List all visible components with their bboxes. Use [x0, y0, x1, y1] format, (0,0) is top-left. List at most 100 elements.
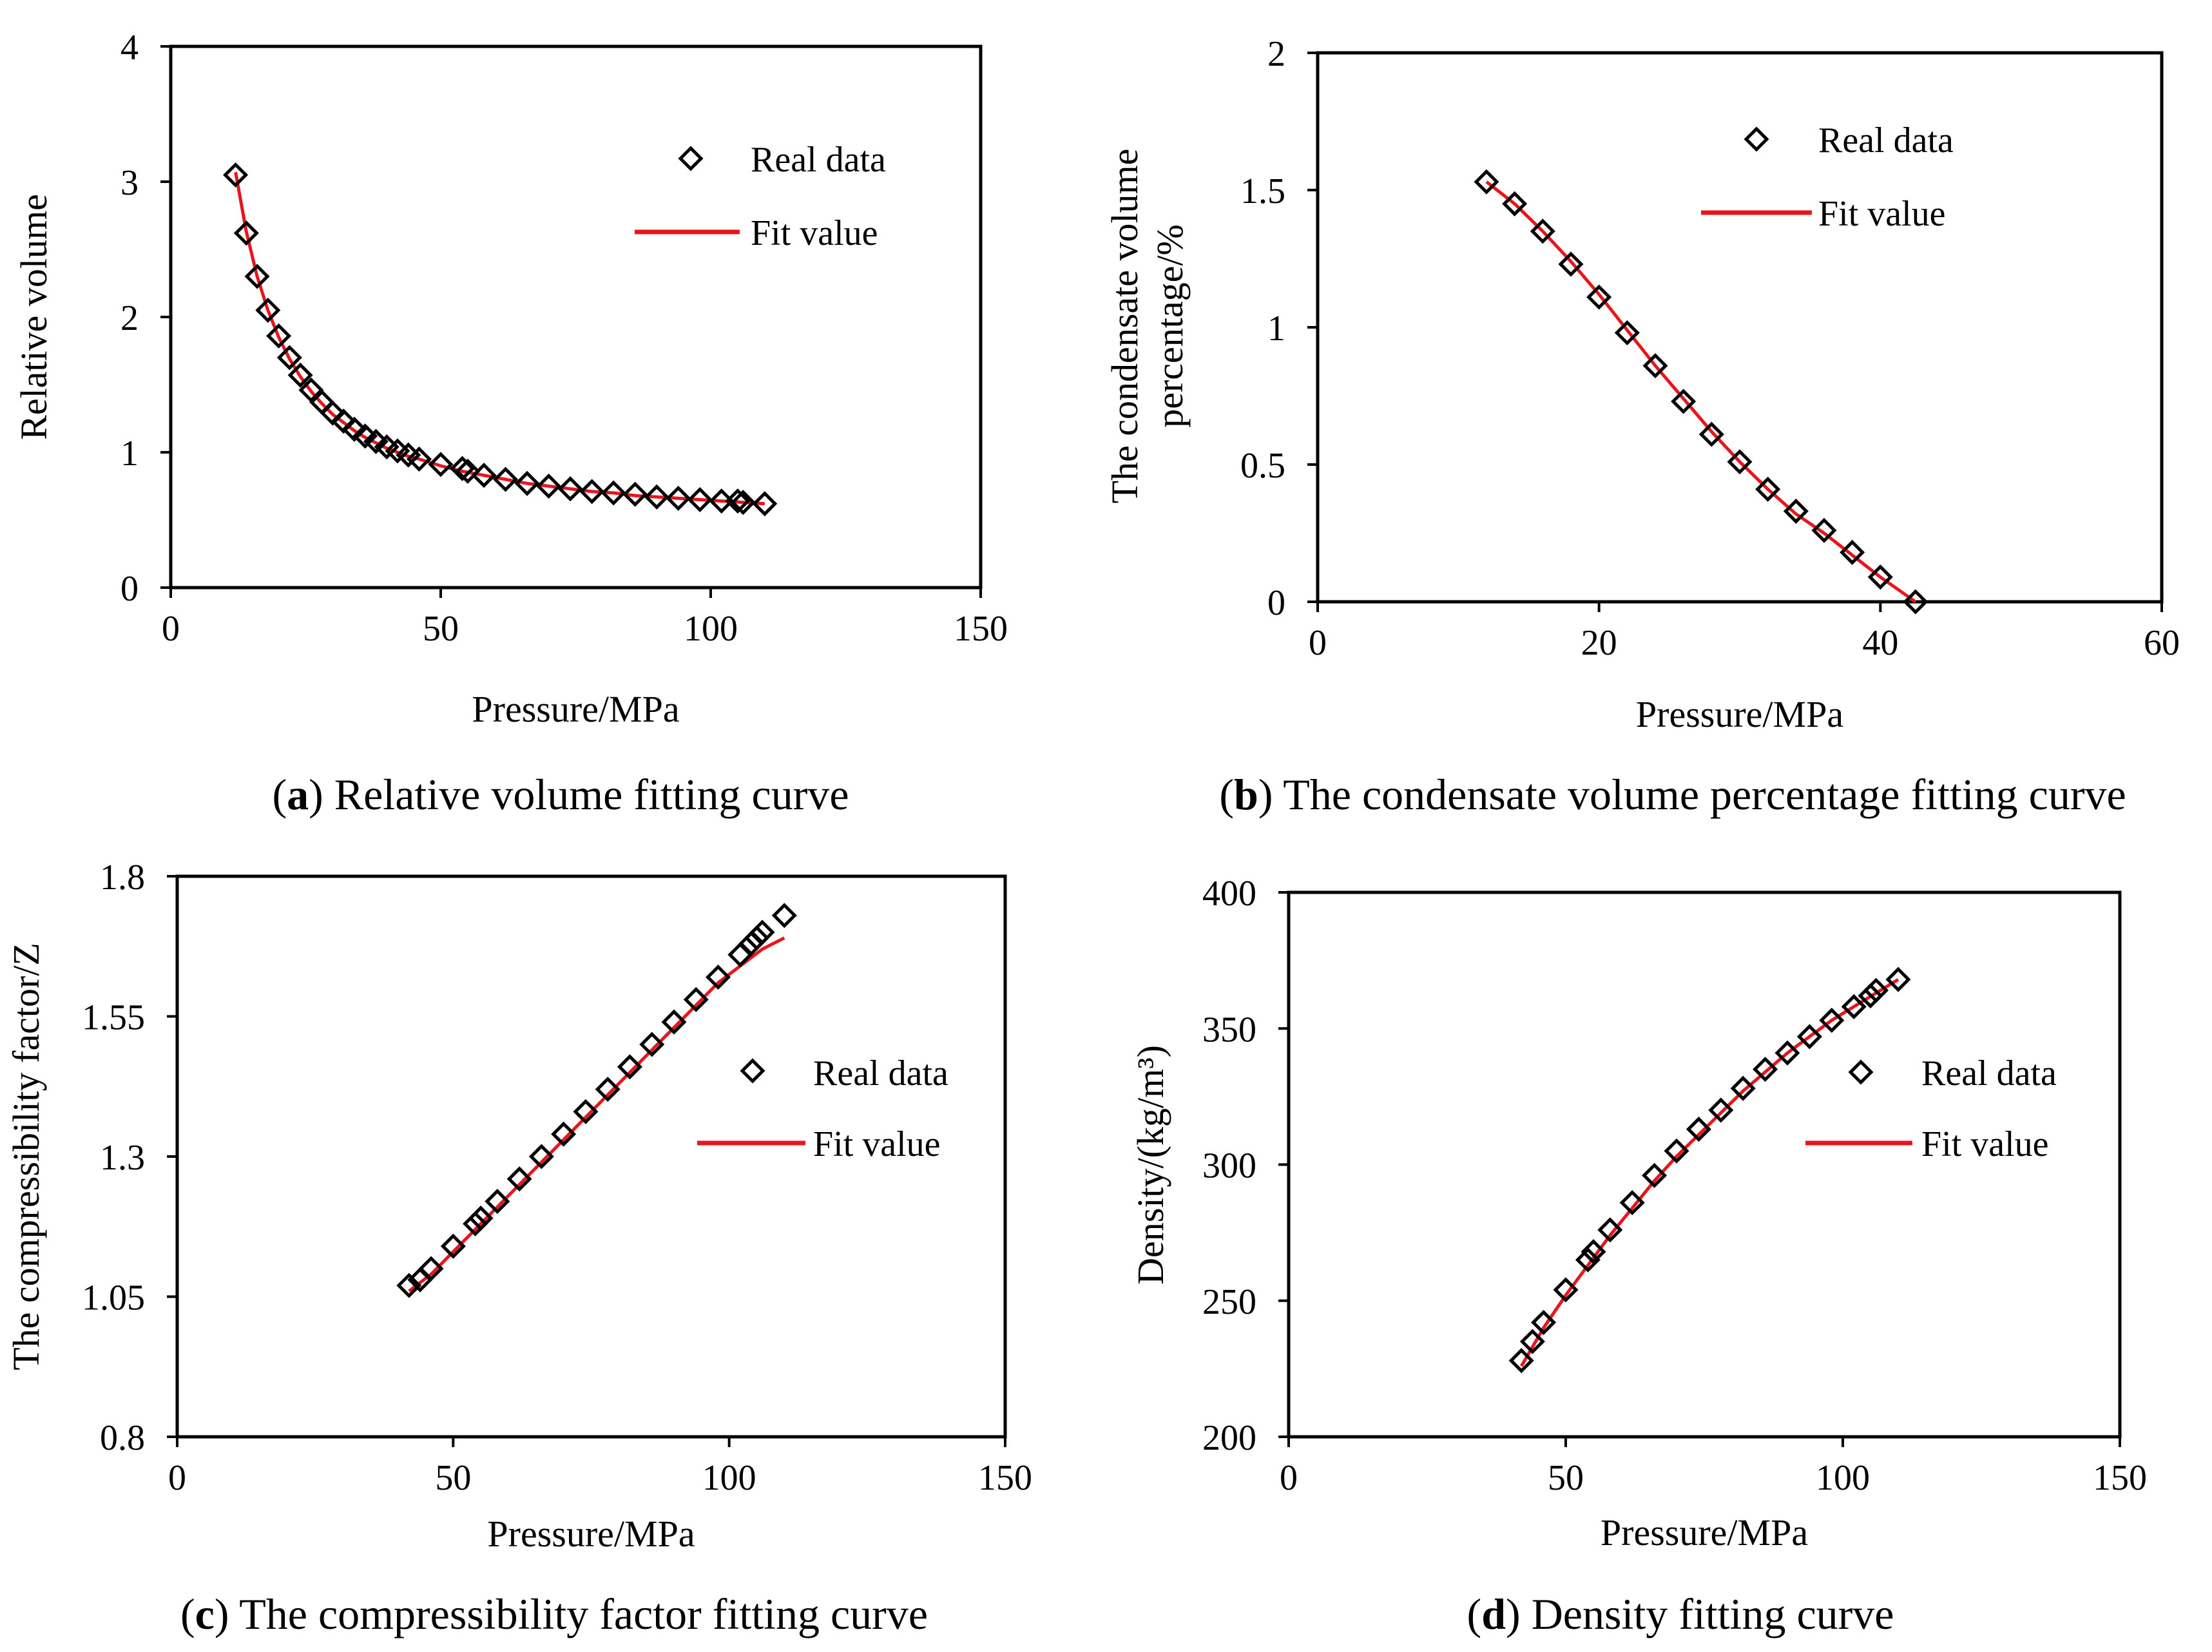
real-data-point: [1642, 353, 1668, 379]
legend-real-marker: [1744, 126, 1769, 152]
real-data-point: [1753, 1057, 1778, 1082]
fit-value-line: [234, 171, 765, 506]
real-data-point: [1581, 1239, 1606, 1265]
real-data-point: [617, 1054, 643, 1080]
real-data-point: [1885, 966, 1911, 992]
real-data-point: [752, 491, 778, 517]
real-data-point: [485, 1189, 510, 1215]
plot-frame: [1316, 51, 2164, 604]
caption-text: The condensate volume percentage fitting…: [1283, 770, 2126, 819]
legend-real-marker: [740, 1058, 765, 1084]
real-data-point: [1841, 994, 1867, 1019]
real-data-point: [705, 965, 731, 990]
legend-real-label: Real data: [751, 140, 886, 180]
real-data-point: [1597, 1217, 1623, 1243]
y-tick-label: 3: [120, 163, 139, 203]
real-data-point: [771, 903, 797, 928]
y-tick-label: 1.3: [100, 1138, 145, 1178]
legend-real-label: Real data: [813, 1053, 948, 1093]
y-axis-title: Relative volume: [13, 194, 55, 440]
real-data-point: [1671, 389, 1697, 414]
real-data-point: [468, 1205, 494, 1231]
caption-text: Relative volume fitting curve: [334, 770, 849, 819]
x-tick-label: 100: [702, 1458, 756, 1498]
real-data-point: [320, 400, 345, 426]
plot-frame: [1287, 890, 2122, 1439]
y-tick-label: 250: [1202, 1282, 1256, 1322]
y-tick-label: 200: [1202, 1418, 1256, 1458]
real-data-point: [730, 490, 756, 515]
real-data-point: [406, 446, 432, 472]
y-axis-title-line: Density/(kg/m³): [1130, 1045, 1171, 1285]
real-data-point: [1502, 191, 1528, 216]
real-data-point: [622, 481, 648, 507]
legend-real-marker: [678, 146, 704, 171]
real-data-point: [514, 470, 540, 496]
real-data-point: [1867, 564, 1893, 590]
caption-text: The compressibility factor fitting curve: [239, 1590, 928, 1638]
panel-caption: (c) The compressibility factor fitting c…: [180, 1590, 928, 1638]
y-tick-label: 400: [1202, 874, 1256, 914]
x-tick-label: 60: [2144, 623, 2180, 663]
y-axis-title-line: percentage/%: [1149, 224, 1191, 428]
real-data-point: [528, 1144, 554, 1169]
real-data-point: [266, 323, 292, 349]
fit-value-line: [408, 936, 785, 1292]
real-data-point: [471, 463, 497, 488]
legend-real-label: Real data: [1818, 120, 1954, 160]
real-data-point: [749, 919, 775, 945]
y-tick-label: 4: [120, 28, 139, 68]
panel-c: 0 50 100 150 0.8 1.05 1.3 1.55 1.8 Pressure/MPa Th…: [5, 858, 1032, 1638]
x-tick-label: 150: [954, 609, 1008, 649]
real-data-point: [595, 1077, 620, 1102]
caption-letter: d: [1481, 1590, 1506, 1638]
real-data-point: [244, 264, 270, 289]
y-tick-label: 0.5: [1240, 446, 1285, 486]
y-tick-label: 0: [1267, 583, 1285, 623]
legend-fit-label: Fit value: [751, 213, 878, 253]
real-data-point: [352, 423, 378, 449]
real-data-point: [1774, 1040, 1800, 1066]
real-data-point: [557, 476, 583, 502]
caption-paren: (: [272, 770, 287, 819]
real-data-point: [493, 466, 519, 492]
caption-letter: a: [287, 770, 309, 819]
fit-value-line: [1520, 978, 1899, 1367]
real-data-point: [1531, 1310, 1557, 1336]
legend-fit-label: Fit value: [813, 1124, 941, 1164]
panel-caption: (b) The condensate volume percentage fit…: [1219, 770, 2126, 819]
real-data-point: [1474, 169, 1499, 195]
real-data-point: [1819, 1008, 1845, 1033]
real-data-point: [1796, 1024, 1822, 1050]
fit-value-line: [1485, 180, 1917, 604]
legend-fit-label: Fit value: [1818, 194, 1946, 234]
x-axis-title: Pressure/MPa: [472, 688, 679, 730]
y-tick-label: 2: [1267, 34, 1285, 74]
x-axis-title: Pressure/MPa: [1636, 693, 1843, 735]
caption-paren: ): [215, 1590, 239, 1638]
caption-paren: (: [1467, 1590, 1482, 1638]
real-data-point: [725, 488, 751, 514]
real-data-point: [1519, 1329, 1545, 1354]
real-data-point: [1708, 1097, 1734, 1123]
caption-paren: ): [1258, 770, 1283, 819]
real-data-point: [1903, 589, 1928, 615]
real-data-point: [1614, 320, 1640, 346]
y-axis-title: The condensate volumepercentage/%: [1104, 149, 1191, 504]
x-tick-label: 50: [1548, 1458, 1584, 1498]
caption-paren: ): [309, 770, 334, 819]
x-tick-label: 100: [1816, 1458, 1870, 1498]
real-data-point: [298, 377, 324, 403]
y-tick-label: 1.5: [1240, 171, 1285, 211]
real-data-point: [331, 408, 356, 434]
panel-caption: (a) Relative volume fitting curve: [272, 770, 849, 819]
real-data-point: [573, 1099, 599, 1124]
real-data-point: [1642, 1162, 1668, 1188]
x-tick-label: 0: [162, 609, 180, 649]
x-tick-label: 50: [423, 609, 459, 649]
real-data-point: [1530, 218, 1555, 244]
caption-text: Density fitting curve: [1532, 1590, 1894, 1638]
y-tick-label: 0: [120, 569, 139, 609]
real-data-point: [449, 456, 476, 481]
real-data-point: [1698, 421, 1724, 447]
